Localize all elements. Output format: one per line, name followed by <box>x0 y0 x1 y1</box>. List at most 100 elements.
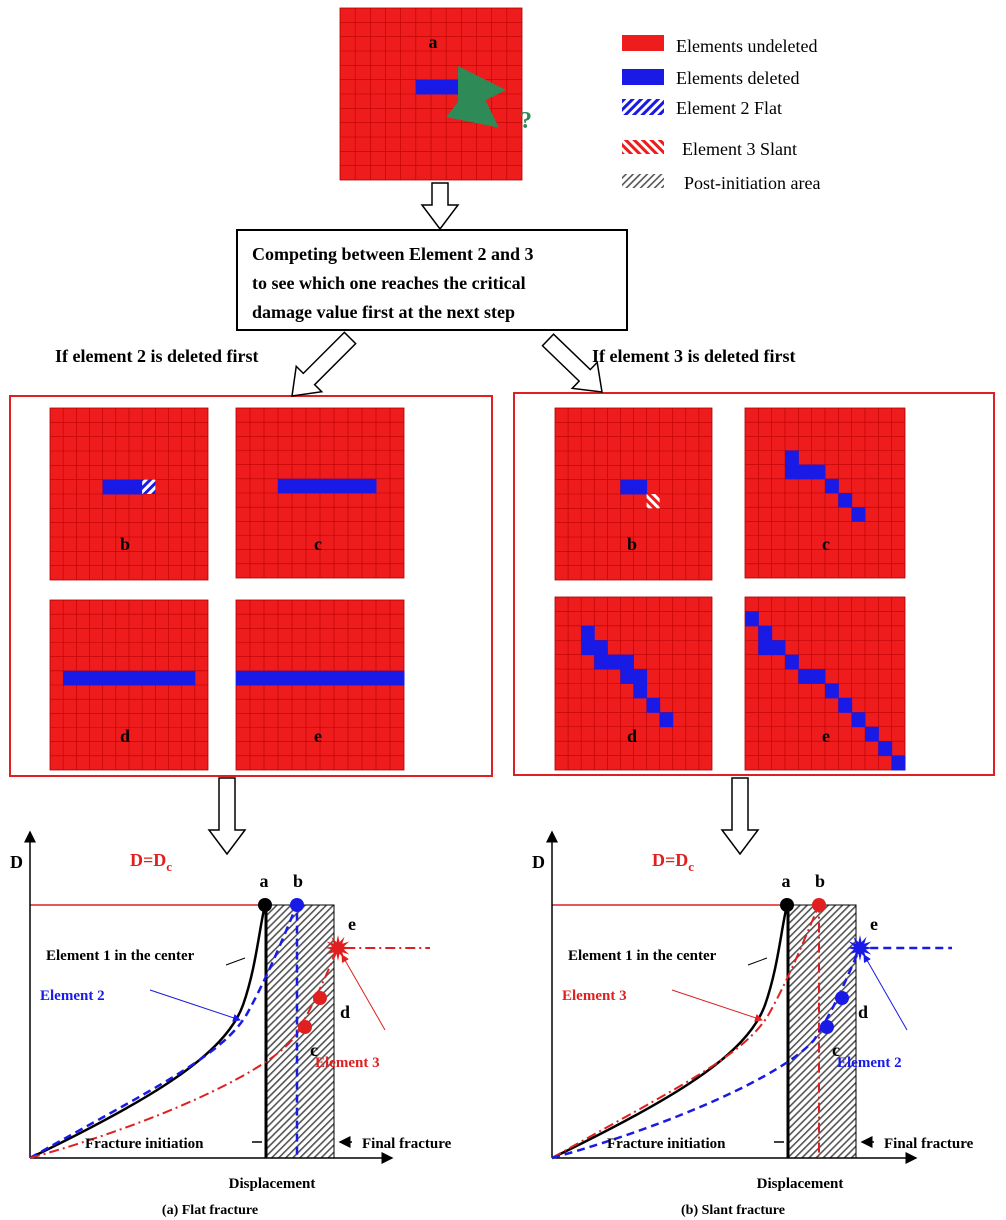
leader <box>672 990 762 1020</box>
point-label: a <box>782 871 791 891</box>
point-label: e <box>348 914 356 934</box>
deleted-cell <box>660 712 674 727</box>
deleted-cell <box>320 479 335 494</box>
deleted-cell <box>607 655 621 670</box>
deleted-cell <box>798 465 812 480</box>
curve-label: Element 2 <box>40 988 105 1004</box>
deleted-cell <box>362 479 377 494</box>
deleted-cell <box>825 684 839 699</box>
deleted-cell <box>292 671 307 686</box>
box-line: to see which one reaches the critical <box>252 273 526 293</box>
deleted-cell <box>320 671 335 686</box>
deleted-cell <box>812 669 826 684</box>
deleted-cell <box>129 671 143 686</box>
x-label: Displacement <box>229 1176 316 1192</box>
deleted-cell <box>594 640 608 655</box>
mesh-label: a <box>429 32 438 52</box>
deleted-cell <box>306 479 321 494</box>
deleted-cell <box>758 640 772 655</box>
deleted-cell <box>76 671 90 686</box>
deleted-cell <box>785 465 799 480</box>
deleted-cell <box>634 684 648 699</box>
deleted-cell <box>852 712 866 727</box>
deleted-cell <box>647 698 661 713</box>
deleted-cell <box>390 671 405 686</box>
initiation-label: Fracture initiation <box>607 1136 726 1152</box>
mesh-label: d <box>627 726 637 746</box>
deleted-cell <box>745 611 759 626</box>
final-label: Final fracture <box>362 1136 452 1152</box>
curve-label: Element 3 <box>315 1055 380 1071</box>
curve-label: Element 1 in the center <box>46 948 195 964</box>
deleted-cell <box>838 698 852 713</box>
deleted-cell <box>142 671 156 686</box>
graph-flat: D D=Dc a b c d e Element 1 in the center… <box>10 832 452 1218</box>
deleted-cell <box>594 655 608 670</box>
deleted-cell <box>620 655 634 670</box>
graph-slant: D D=Dc a b c d e Element 1 in the center… <box>532 832 974 1218</box>
deleted-cell <box>878 741 892 756</box>
deleted-cell <box>348 671 363 686</box>
final-label: Final fracture <box>884 1136 974 1152</box>
y-label: D <box>10 852 23 872</box>
element2-curve <box>552 948 952 1158</box>
point <box>313 991 327 1005</box>
initiation-label: Fracture initiation <box>85 1136 204 1152</box>
legend-label: Element 2 Flat <box>676 98 782 118</box>
deleted-cell <box>116 480 130 495</box>
leader <box>748 958 767 965</box>
question-mark: ? <box>520 108 532 134</box>
deleted-cell <box>236 671 251 686</box>
deleted-cell <box>634 669 648 684</box>
deleted-cell <box>785 451 799 466</box>
x-label: Displacement <box>757 1176 844 1192</box>
deleted-cell <box>581 626 595 641</box>
legend-label: Element 3 Slant <box>682 139 797 159</box>
legend-swatch <box>622 174 664 188</box>
deleted-cell <box>838 493 852 508</box>
deleted-cell <box>581 640 595 655</box>
point <box>258 898 272 912</box>
deleted-cell <box>116 671 130 686</box>
point-label: a <box>260 871 269 891</box>
deleted-cell <box>758 626 772 641</box>
deleted-cell <box>812 465 826 480</box>
deleted-cell <box>362 671 377 686</box>
deleted-cell <box>634 480 648 495</box>
deleted-cell <box>785 655 799 670</box>
deleted-cell <box>63 671 77 686</box>
legend-swatch <box>622 140 664 154</box>
curve-label: Element 3 <box>562 988 627 1004</box>
mesh-label: b <box>120 534 130 554</box>
leader <box>864 955 907 1030</box>
deleted-cell <box>90 671 104 686</box>
point-label: b <box>293 871 303 891</box>
branch-label: If element 3 is deleted first <box>592 346 795 366</box>
deleted-cell <box>103 480 117 495</box>
deleted-cell <box>334 671 349 686</box>
deleted-cell <box>772 640 786 655</box>
leader <box>150 990 240 1020</box>
point <box>298 1020 312 1034</box>
flow-arrow <box>209 778 245 854</box>
point <box>820 1020 834 1034</box>
deleted-cell <box>620 669 634 684</box>
deleted-cell <box>250 671 265 686</box>
deleted-cell <box>825 479 839 494</box>
deleted-cell <box>892 756 906 771</box>
figure: Elements undeleted Elements deleted Elem… <box>0 0 1006 1220</box>
deleted-cell <box>431 80 447 95</box>
dc-label: D=Dc <box>652 850 694 874</box>
flow-arrow <box>722 778 758 854</box>
point-label: b <box>815 871 825 891</box>
point-label: e <box>870 914 878 934</box>
legend-swatch <box>622 69 664 85</box>
leader <box>226 958 245 965</box>
deleted-cell <box>865 727 879 742</box>
deleted-cell <box>169 671 183 686</box>
mesh <box>555 408 712 580</box>
deleted-cell <box>446 80 462 95</box>
legend-swatch <box>622 35 664 51</box>
point-label: d <box>340 1002 350 1022</box>
curve-label: Element 2 <box>837 1055 902 1071</box>
